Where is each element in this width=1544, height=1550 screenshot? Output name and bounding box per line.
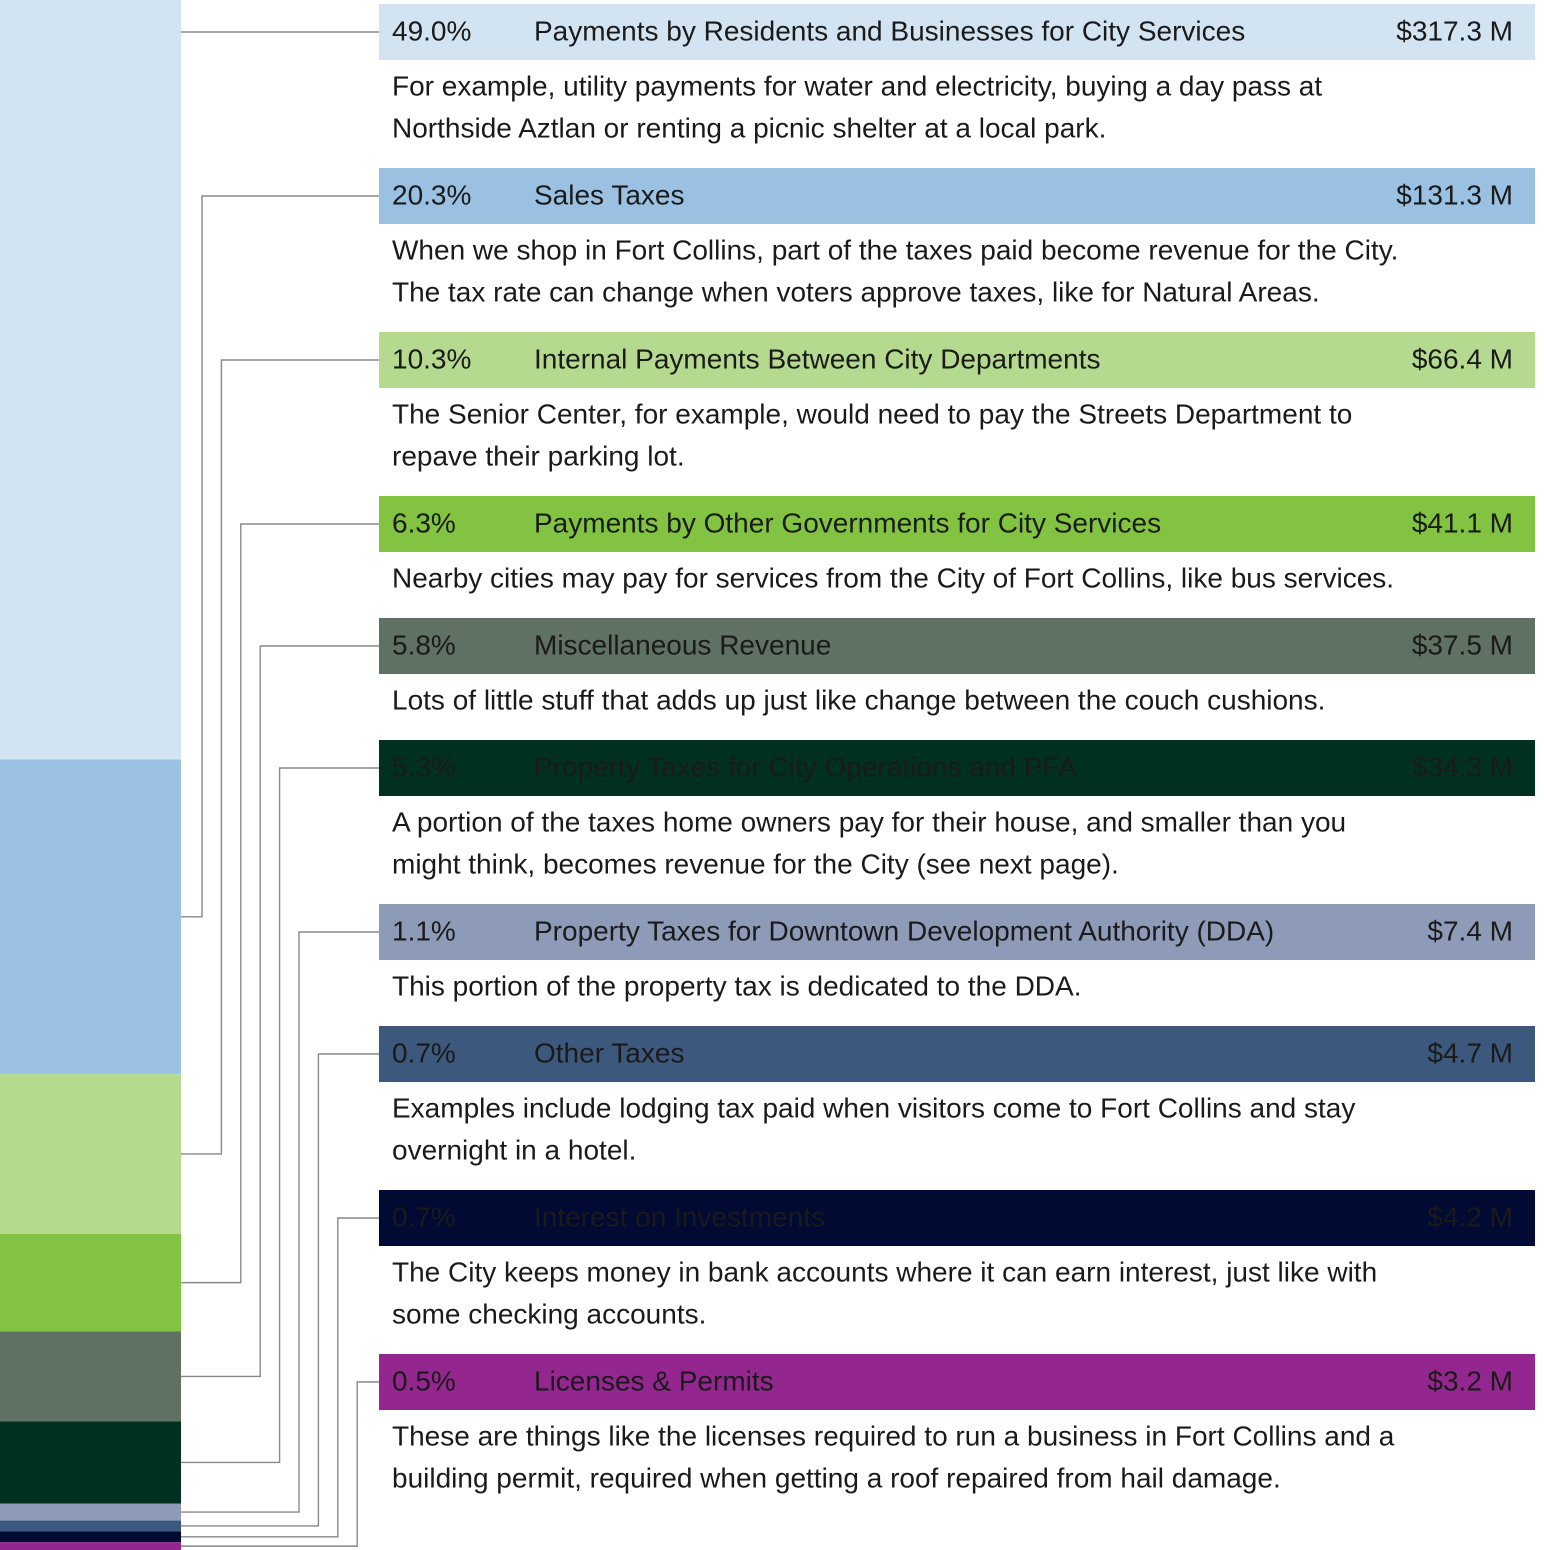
connector bbox=[181, 1381, 379, 1547]
category-name: Payments by Other Governments for City S… bbox=[534, 507, 1161, 538]
bar-segment bbox=[0, 1421, 181, 1504]
header-band bbox=[379, 904, 1535, 960]
description: Nearby cities may pay for services from … bbox=[392, 562, 1394, 593]
description: For example, utility payments for water … bbox=[392, 70, 1322, 101]
description: might think, becomes revenue for the Cit… bbox=[392, 848, 1119, 879]
amount-label: $37.5 M bbox=[1412, 629, 1513, 660]
category-name: Licenses & Permits bbox=[534, 1365, 774, 1396]
amount-label: $317.3 M bbox=[1396, 15, 1513, 46]
category-name: Other Taxes bbox=[534, 1037, 684, 1068]
description: Lots of little stuff that adds up just l… bbox=[392, 684, 1325, 715]
header-band bbox=[379, 1026, 1535, 1082]
connector bbox=[181, 767, 379, 1464]
description: A portion of the taxes home owners pay f… bbox=[392, 806, 1346, 837]
header-band bbox=[379, 4, 1535, 60]
category-name: Payments by Residents and Businesses for… bbox=[534, 15, 1245, 46]
percent-label: 5.8% bbox=[392, 629, 456, 660]
header-band bbox=[379, 1190, 1535, 1246]
description: The tax rate can change when voters appr… bbox=[392, 276, 1320, 307]
connector bbox=[181, 523, 379, 1284]
description: Northside Aztlan or renting a picnic she… bbox=[392, 112, 1106, 143]
bar-segment bbox=[0, 1503, 181, 1521]
percent-label: 0.5% bbox=[392, 1365, 456, 1396]
category-name: Property Taxes for Downtown Development … bbox=[534, 915, 1274, 946]
percent-label: 10.3% bbox=[392, 343, 471, 374]
category-name: Miscellaneous Revenue bbox=[534, 629, 831, 660]
bar-segment bbox=[0, 1331, 181, 1422]
percent-label: 1.1% bbox=[392, 915, 456, 946]
header-band bbox=[379, 332, 1535, 388]
description: some checking accounts. bbox=[392, 1298, 706, 1329]
description: overnight in a hotel. bbox=[392, 1134, 636, 1165]
percent-label: 49.0% bbox=[392, 15, 471, 46]
percent-label: 20.3% bbox=[392, 179, 471, 210]
connector bbox=[181, 645, 379, 1378]
description: building permit, required when getting a… bbox=[392, 1462, 1281, 1493]
amount-label: $4.7 M bbox=[1427, 1037, 1513, 1068]
amount-label: $3.2 M bbox=[1427, 1365, 1513, 1396]
percent-label: 6.3% bbox=[392, 507, 456, 538]
category-name: Sales Taxes bbox=[534, 179, 684, 210]
description: Examples include lodging tax paid when v… bbox=[392, 1092, 1355, 1123]
connector bbox=[181, 1053, 379, 1527]
description: The Senior Center, for example, would ne… bbox=[392, 398, 1352, 429]
header-band bbox=[379, 1354, 1535, 1410]
amount-label: $41.1 M bbox=[1412, 507, 1513, 538]
amount-label: $131.3 M bbox=[1396, 179, 1513, 210]
amount-label: $34.3 M bbox=[1412, 751, 1513, 782]
amount-label: $4.2 M bbox=[1427, 1201, 1513, 1232]
header-band bbox=[379, 740, 1535, 796]
description: The City keeps money in bank accounts wh… bbox=[392, 1256, 1377, 1287]
bar-segment bbox=[0, 759, 181, 1075]
percent-label: 0.7% bbox=[392, 1201, 456, 1232]
bar-segment bbox=[0, 1542, 181, 1550]
category-name: Internal Payments Between City Departmen… bbox=[534, 343, 1100, 374]
header-band bbox=[379, 168, 1535, 224]
description: This portion of the property tax is dedi… bbox=[392, 970, 1081, 1001]
description: These are things like the licenses requi… bbox=[392, 1420, 1395, 1451]
header-band bbox=[379, 618, 1535, 674]
amount-label: $66.4 M bbox=[1412, 343, 1513, 374]
description: repave their parking lot. bbox=[392, 440, 685, 471]
percent-label: 5.3% bbox=[392, 751, 456, 782]
bar-segment bbox=[0, 1531, 181, 1543]
connector bbox=[181, 1217, 379, 1538]
description: When we shop in Fort Collins, part of th… bbox=[392, 234, 1398, 265]
connector bbox=[181, 195, 379, 918]
connector bbox=[181, 931, 379, 1513]
bar-segment bbox=[0, 1074, 181, 1234]
amount-label: $7.4 M bbox=[1427, 915, 1513, 946]
bar-segment bbox=[0, 0, 181, 760]
category-name: Interest on Investments bbox=[534, 1201, 825, 1232]
percent-label: 0.7% bbox=[392, 1037, 456, 1068]
bar-segment bbox=[0, 1233, 181, 1332]
header-band bbox=[379, 496, 1535, 552]
category-name: Property Taxes for City Operations and P… bbox=[534, 751, 1077, 782]
connector bbox=[181, 359, 379, 1155]
bar-segment bbox=[0, 1520, 181, 1532]
